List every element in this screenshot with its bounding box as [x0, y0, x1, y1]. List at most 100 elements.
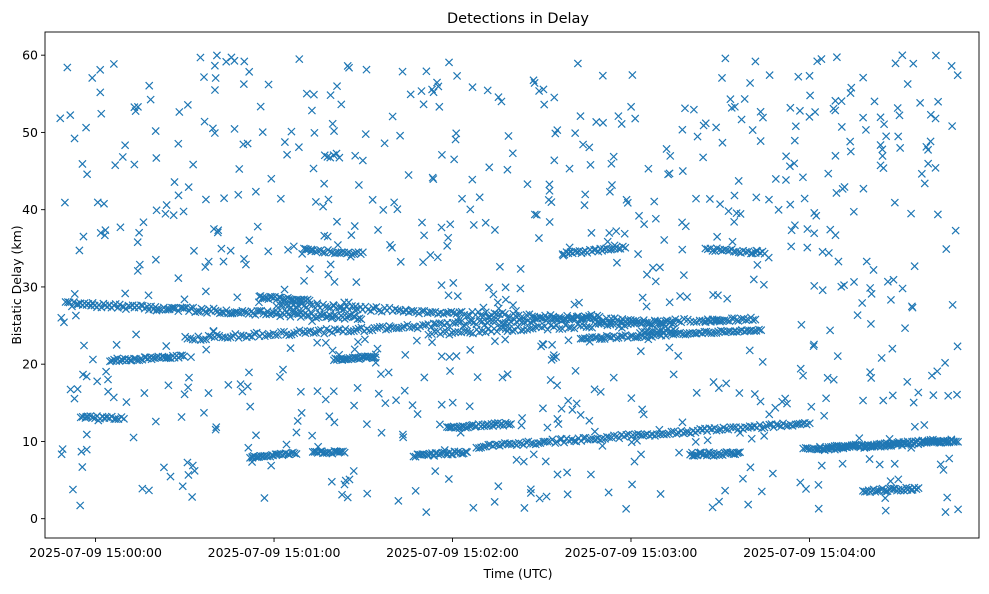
detection-point	[756, 397, 765, 406]
detection-point	[866, 283, 875, 292]
detection-point	[807, 402, 816, 411]
detection-point	[548, 340, 557, 349]
detection-point	[903, 79, 912, 89]
detection-point	[111, 161, 120, 170]
detection-point	[752, 246, 761, 255]
detection-point	[349, 466, 358, 476]
detection-point	[454, 313, 463, 322]
detection-point	[538, 404, 547, 413]
detection-point	[952, 390, 962, 399]
detection-point	[745, 346, 754, 355]
detection-point	[94, 416, 103, 425]
detection-point	[942, 245, 951, 254]
detection-point	[70, 134, 79, 143]
detection-point	[88, 413, 97, 422]
detection-point	[553, 470, 562, 479]
detection-point	[681, 330, 690, 339]
detection-point	[256, 451, 265, 460]
detection-point	[896, 143, 905, 152]
y-tick-label: 50	[22, 125, 38, 140]
detection-point	[394, 324, 403, 333]
detection-point	[732, 316, 741, 325]
detection-point	[922, 142, 931, 151]
detection-point	[717, 73, 727, 82]
detection-point	[360, 335, 369, 344]
detection-point	[870, 442, 879, 451]
detection-point	[800, 194, 809, 203]
y-tick-label: 0	[30, 511, 38, 526]
detection-point	[796, 364, 805, 373]
detection-point	[817, 55, 826, 64]
detection-point	[725, 246, 734, 255]
detection-point	[876, 141, 885, 150]
detection-point	[70, 394, 79, 403]
detection-point	[560, 438, 569, 447]
detection-point	[354, 180, 363, 190]
detection-point	[622, 195, 631, 204]
detection-point	[787, 242, 796, 251]
detection-point	[633, 333, 642, 342]
detection-point	[96, 88, 105, 97]
detection-point	[530, 78, 539, 87]
detection-point	[609, 373, 618, 382]
detection-point	[683, 293, 692, 302]
detection-point	[394, 496, 403, 505]
x-tick-label: 2025-07-09 15:01:00	[208, 545, 341, 560]
detection-point	[884, 441, 893, 450]
detection-point	[730, 102, 739, 111]
detection-point	[422, 508, 431, 517]
detection-point	[598, 441, 607, 450]
detection-point	[941, 508, 950, 517]
detection-point	[674, 317, 683, 326]
detection-point	[628, 316, 638, 325]
detection-point	[810, 281, 819, 290]
detection-point	[463, 311, 472, 320]
detection-point	[520, 503, 529, 512]
detection-point	[186, 353, 196, 362]
detection-point	[806, 91, 815, 100]
detection-point	[175, 107, 184, 117]
detection-point	[782, 399, 792, 408]
detection-point	[244, 443, 253, 452]
detection-point	[529, 76, 538, 85]
detection-point	[272, 302, 281, 311]
detection-point	[817, 461, 826, 470]
detection-point	[543, 325, 552, 334]
detection-point	[112, 357, 121, 366]
detection-point	[867, 289, 876, 298]
detection-point	[739, 314, 748, 323]
detection-point	[939, 465, 948, 474]
detection-point	[333, 82, 342, 91]
detection-point	[907, 443, 916, 452]
detection-point	[201, 195, 210, 204]
detection-point	[617, 119, 626, 128]
detection-point	[444, 474, 453, 484]
detection-point	[687, 448, 696, 457]
detection-point	[193, 307, 202, 316]
detection-point	[243, 139, 252, 148]
detection-point	[634, 211, 644, 220]
detection-point	[379, 205, 388, 214]
detection-point	[829, 375, 838, 384]
detection-point	[571, 129, 580, 138]
detection-point	[571, 366, 580, 375]
detection-point	[60, 198, 69, 207]
detection-point	[853, 311, 862, 320]
detection-point	[446, 220, 455, 229]
detection-point	[219, 257, 228, 266]
detection-point	[838, 459, 847, 468]
detection-point	[484, 313, 493, 322]
detection-point	[858, 298, 867, 307]
detection-point	[130, 160, 139, 169]
detection-point	[691, 194, 701, 203]
detection-point	[665, 343, 674, 352]
x-tick-label: 2025-07-09 15:03:00	[565, 545, 698, 560]
detection-point	[719, 423, 728, 432]
detection-point	[501, 335, 510, 344]
detection-point	[350, 401, 359, 410]
detection-point	[757, 424, 767, 433]
detection-point	[503, 165, 512, 174]
detection-point	[573, 59, 582, 68]
detection-point	[859, 396, 868, 405]
detection-point	[213, 228, 222, 237]
